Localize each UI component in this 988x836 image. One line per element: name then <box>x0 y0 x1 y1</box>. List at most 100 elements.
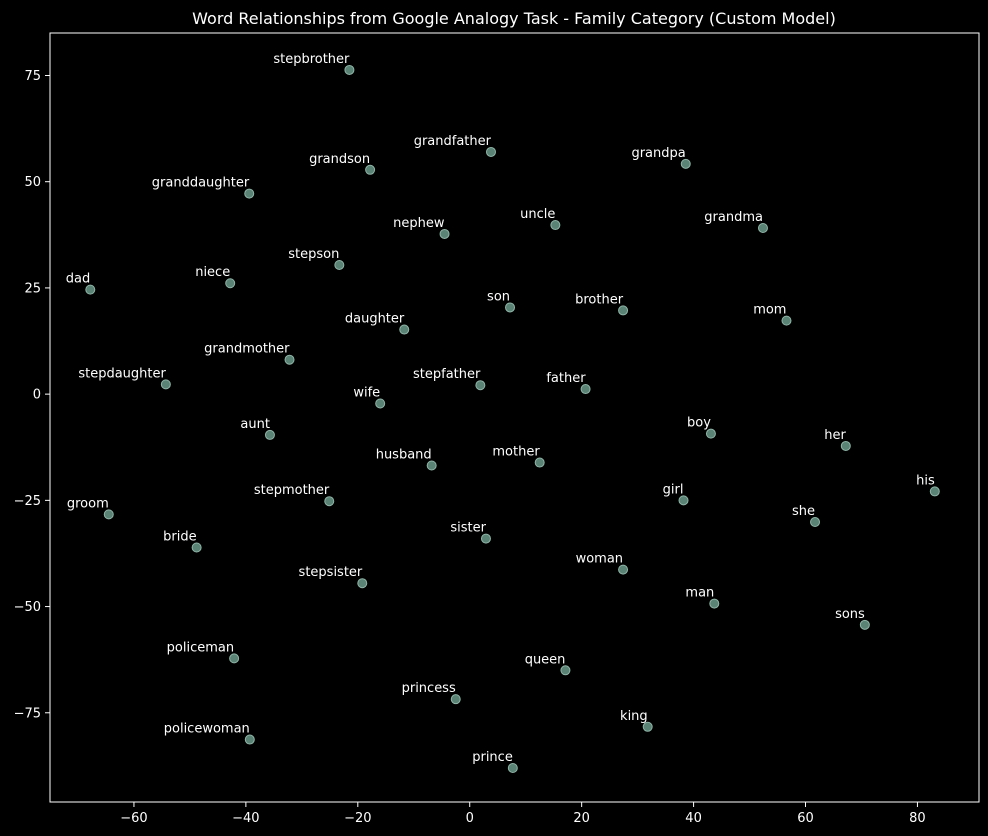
data-point <box>757 223 768 234</box>
data-point <box>580 384 591 395</box>
y-tick-label: −75 <box>14 706 41 721</box>
x-tick-label: −40 <box>232 811 259 826</box>
data-point <box>678 495 689 506</box>
y-tick-label: −50 <box>14 600 41 615</box>
point-label: father <box>546 371 586 386</box>
point-label: brother <box>575 292 624 307</box>
data-point <box>840 440 851 451</box>
plot-frame <box>49 32 980 803</box>
x-tick-label: −60 <box>120 811 147 826</box>
data-point <box>560 665 571 676</box>
x-axis: −60 −40 −20 0 20 40 60 80 <box>120 802 926 826</box>
data-point <box>284 354 295 365</box>
point-label: granddaughter <box>152 176 250 191</box>
point-label: grandma <box>704 210 763 225</box>
point-label: she <box>792 504 815 519</box>
data-point <box>485 146 496 157</box>
data-point <box>264 429 275 440</box>
data-points: stepbrother grandfather grandpa grandson gra… <box>66 52 940 774</box>
point-label: princess <box>402 681 456 696</box>
data-point <box>225 278 236 289</box>
point-label: king <box>620 709 648 724</box>
data-point <box>480 533 491 544</box>
point-label: sister <box>450 521 486 536</box>
point-label: uncle <box>520 207 555 222</box>
point-label: woman <box>576 552 623 567</box>
data-point <box>475 380 486 391</box>
data-point <box>244 188 255 199</box>
point-label: girl <box>663 482 684 497</box>
point-label: grandson <box>309 152 370 167</box>
y-tick-label: −25 <box>14 494 41 509</box>
point-label: bride <box>163 530 196 545</box>
data-point <box>450 694 461 705</box>
data-point <box>439 228 450 239</box>
x-tick-label: 0 <box>466 811 474 826</box>
data-point <box>618 305 629 316</box>
chart-title: Word Relationships from Google Analogy T… <box>192 9 836 28</box>
y-axis: 75 50 25 0 −25 −50 −75 <box>14 69 50 721</box>
y-tick-label: 50 <box>24 175 41 190</box>
data-point <box>191 542 202 553</box>
point-label: prince <box>472 750 513 765</box>
x-tick-label: 60 <box>797 811 814 826</box>
point-label: mother <box>492 445 540 460</box>
data-point <box>507 763 518 774</box>
data-point <box>334 259 345 270</box>
data-point <box>505 302 516 313</box>
point-label: queen <box>525 652 566 667</box>
data-point <box>375 398 386 409</box>
data-point <box>680 158 691 169</box>
data-point <box>618 564 629 575</box>
data-point <box>357 578 368 589</box>
data-point <box>103 509 114 520</box>
x-tick-label: 40 <box>685 811 702 826</box>
x-tick-label: 20 <box>573 811 590 826</box>
point-label: husband <box>376 448 432 463</box>
point-label: grandfather <box>414 134 492 149</box>
data-point <box>399 324 410 335</box>
point-label: policeman <box>167 640 234 655</box>
point-label: daughter <box>345 312 405 327</box>
point-label: man <box>685 586 714 601</box>
point-label: grandpa <box>631 146 685 161</box>
point-label: dad <box>66 272 90 287</box>
data-point <box>344 64 355 75</box>
point-label: her <box>824 428 846 443</box>
point-label: stepsister <box>299 565 363 580</box>
data-point <box>929 486 940 497</box>
data-point <box>550 220 561 231</box>
point-label: stepmother <box>254 483 330 498</box>
point-label: wife <box>353 385 380 400</box>
data-point <box>705 428 716 439</box>
data-point <box>244 734 255 745</box>
point-label: aunt <box>240 417 270 432</box>
data-point <box>365 164 376 175</box>
data-point <box>324 496 335 507</box>
point-label: stepdaughter <box>78 366 166 381</box>
data-point <box>810 517 821 528</box>
point-label: niece <box>195 265 230 280</box>
point-label: sons <box>835 607 865 622</box>
data-point <box>426 460 437 471</box>
point-label: son <box>487 289 510 304</box>
data-point <box>709 598 720 609</box>
point-label: stepbrother <box>273 52 350 67</box>
data-point <box>642 721 653 732</box>
data-point <box>859 619 870 630</box>
point-label: nephew <box>393 216 445 231</box>
data-point <box>534 457 545 468</box>
point-label: grandmother <box>204 342 290 357</box>
y-tick-label: 25 <box>24 281 41 296</box>
point-label: groom <box>67 496 109 511</box>
data-point <box>781 315 792 326</box>
point-label: stepfather <box>413 367 481 382</box>
data-point <box>85 284 96 295</box>
point-label: boy <box>687 416 711 431</box>
point-label: stepson <box>288 247 339 262</box>
y-tick-label: 75 <box>24 69 41 84</box>
point-label: mom <box>753 303 786 318</box>
x-tick-label: −20 <box>344 811 371 826</box>
y-tick-label: 0 <box>33 388 41 403</box>
